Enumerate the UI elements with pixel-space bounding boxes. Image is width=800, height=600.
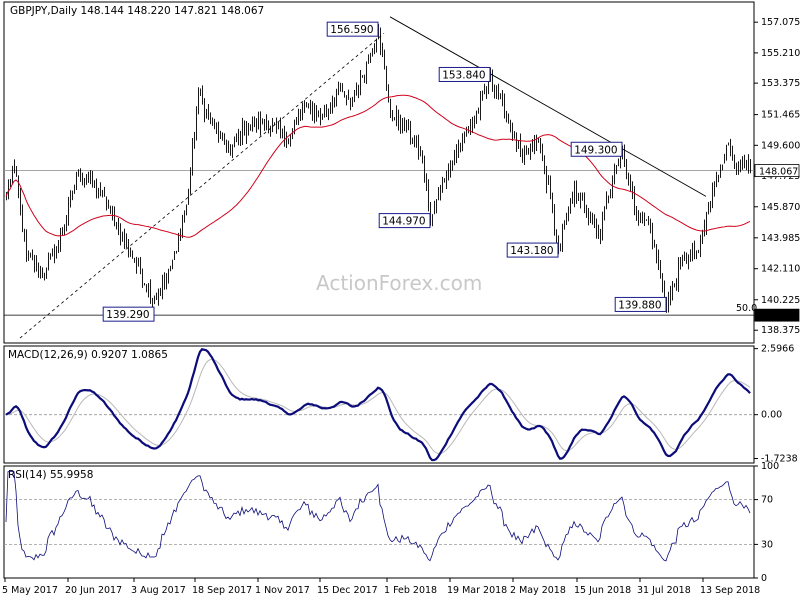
rsi-line xyxy=(5,471,751,562)
annotation-label: 149.300 xyxy=(574,144,617,156)
rising-trend-line xyxy=(19,32,385,339)
macd-header: MACD(12,26,9) 0.9207 1.0865 xyxy=(8,349,168,361)
macd-signal-line xyxy=(5,358,751,455)
annotation-box xyxy=(326,21,379,37)
price-header: GBPJPY,Daily 148.144 148.220 147.821 148… xyxy=(10,5,264,17)
x-tick-label: 15 Jun 2018 xyxy=(574,585,631,596)
annotation-box xyxy=(506,242,559,258)
x-tick-label: 19 Mar 2018 xyxy=(447,585,507,596)
price-y-tick-label: 143.985 xyxy=(761,233,800,244)
rsi-panel-frame xyxy=(3,465,755,579)
annotation-label: 153.840 xyxy=(442,69,485,81)
price-panel-frame xyxy=(3,1,755,344)
price-y-tick-label: 149.600 xyxy=(761,140,800,151)
current-price-label: 148.067 xyxy=(759,167,798,178)
x-axis: 5 May 2017 20 Jun 2017 3 Aug 2017 18 Sep 20… xyxy=(2,578,760,596)
rsi-header: RSI(14) 55.9958 xyxy=(8,469,93,481)
rsi-y-tick-label: 0 xyxy=(761,573,767,584)
rsi-y-tick-label: 70 xyxy=(761,495,773,506)
x-tick-label: 31 Jul 2018 xyxy=(637,585,691,596)
annotation-box xyxy=(438,66,491,82)
price-y-tick-label: 155.210 xyxy=(761,48,800,59)
annotation-label: 139.880 xyxy=(618,299,661,311)
price-y-tick-label: 142.110 xyxy=(761,264,800,275)
x-tick-label: 13 Sep 2018 xyxy=(700,585,760,596)
rsi-y-tick-label: 100 xyxy=(761,461,779,472)
annotation-label: 143.180 xyxy=(510,245,553,257)
annotation-label: 139.290 xyxy=(106,309,149,321)
annotation-box xyxy=(570,141,623,157)
fib-label: 50.0 xyxy=(736,303,757,314)
x-tick-label: 5 May 2017 xyxy=(2,585,58,596)
annotation-box xyxy=(378,213,431,229)
macd-series xyxy=(4,348,754,462)
annotation-label: 156.590 xyxy=(330,24,373,36)
x-tick-label: 3 Aug 2017 xyxy=(131,585,186,596)
price-y-tick-label: 145.870 xyxy=(761,202,800,213)
moving-average xyxy=(5,94,751,238)
price-y-tick-label: 138.375 xyxy=(761,325,800,336)
annotation-box xyxy=(102,306,155,322)
macd-y-tick-label: -1.7238 xyxy=(761,454,798,465)
macd-y-tick-label: 0.00 xyxy=(761,410,782,421)
annotation-label: 144.970 xyxy=(382,216,425,228)
x-tick-label: 18 Sep 2017 xyxy=(192,585,252,596)
rsi-series xyxy=(4,471,754,562)
moving-average-line xyxy=(5,94,751,238)
candles xyxy=(6,23,751,313)
price-y-tick-label: 153.375 xyxy=(761,78,800,89)
annotations: 156.590 153.840 149.300 144.970 143.180 139.2… xyxy=(102,21,667,322)
level-box xyxy=(754,308,800,322)
x-tick-label: 1 Feb 2018 xyxy=(384,585,437,596)
level-label: 139.290 xyxy=(759,311,798,322)
watermark: ActionForex.com xyxy=(316,271,482,295)
x-tick-label: 15 Dec 2017 xyxy=(317,585,378,596)
y-axes: 157.075155.210153.375151.465149.600147.7… xyxy=(736,17,800,584)
macd-y-tick-label: 2.5966 xyxy=(761,344,794,355)
x-tick-label: 1 Nov 2017 xyxy=(255,585,310,596)
annotation-box xyxy=(614,296,667,312)
current-price-box xyxy=(754,164,800,177)
rsi-y-tick-label: 30 xyxy=(761,539,773,550)
price-y-tick-label: 157.075 xyxy=(761,17,800,28)
falling-trend-line xyxy=(389,16,707,197)
macd-panel-frame xyxy=(3,345,755,464)
x-tick-label: 2 May 2018 xyxy=(510,585,566,596)
x-tick-label: 20 Jun 2017 xyxy=(65,585,122,596)
price-y-tick-label: 151.465 xyxy=(761,110,800,121)
price-y-tick-label: 140.225 xyxy=(761,295,800,306)
macd-line xyxy=(5,348,751,462)
